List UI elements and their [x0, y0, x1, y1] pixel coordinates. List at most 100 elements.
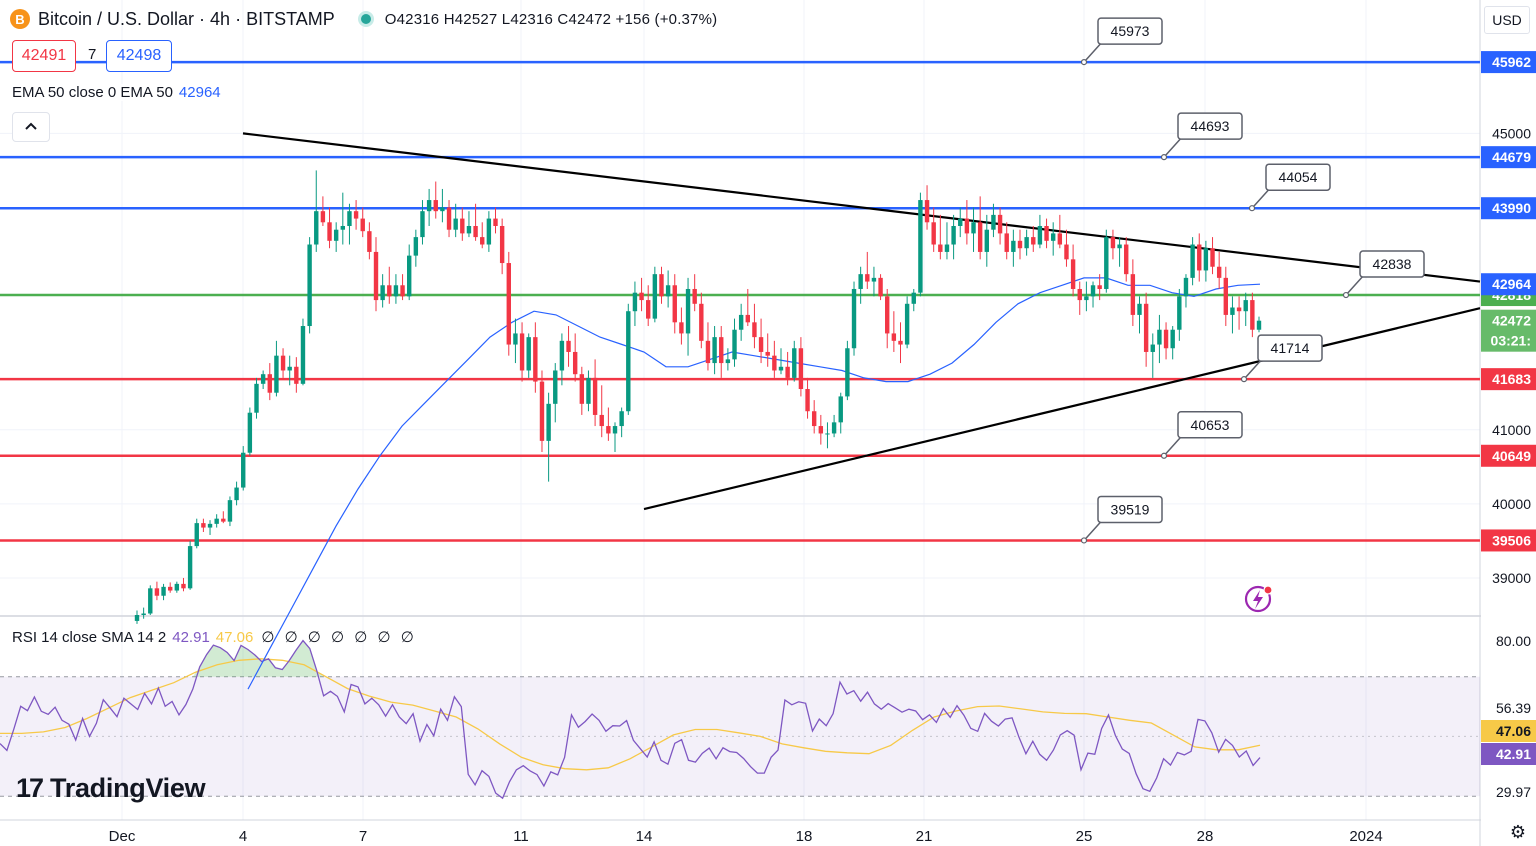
last-price-bg: [1481, 309, 1536, 352]
horizontal-levels[interactable]: [0, 60, 1480, 542]
candle-body: [333, 229, 339, 241]
symbol-header[interactable]: B Bitcoin / U.S. Dollar · 4h · BITSTAMP …: [10, 7, 717, 31]
ema-50-line: [247, 277, 1261, 690]
callout-box[interactable]: [1265, 163, 1331, 191]
callout-label: 39519: [1111, 501, 1150, 517]
level-price-badge: 41683: [1492, 371, 1531, 387]
ema-price-badge: 42964: [1492, 276, 1531, 292]
callout-box[interactable]: [1359, 250, 1425, 278]
level-callouts[interactable]: 45973 44693 44054 42838 41714 40653 39519: [1080, 17, 1425, 544]
candle-body: [493, 218, 498, 226]
callout-box[interactable]: [1097, 17, 1163, 45]
level-price-badge-bg: [1481, 444, 1536, 467]
candle-body: [785, 366, 790, 378]
callout-pointer: [1163, 435, 1192, 457]
candle-body: [260, 374, 266, 384]
level-price-badge-bg: [1481, 146, 1536, 169]
rsi-legend-label: RSI 14 close SMA 14 2: [12, 629, 167, 646]
candle-body: [154, 588, 160, 596]
bitcoin-coin-icon: B: [10, 9, 30, 29]
time-tick-label: 11: [513, 828, 529, 845]
candle-body: [964, 218, 970, 234]
candle-body: [1124, 244, 1129, 275]
time-tick-label: 21: [916, 828, 933, 845]
candle-body: [977, 222, 983, 252]
market-status-icon[interactable]: [360, 14, 371, 24]
tradingview-logo[interactable]: 17 TradingView: [16, 773, 206, 804]
rsi-legend[interactable]: RSI 14 close SMA 14 2 42.91 47.06 ∅ ∅ ∅ ∅ ∅…: [12, 628, 417, 646]
callout-box[interactable]: [1097, 495, 1163, 524]
rsi-sma-badge-bg: [1481, 720, 1536, 742]
candle-body: [506, 263, 511, 345]
callout-box[interactable]: [1177, 112, 1243, 140]
candle-body: [758, 337, 764, 352]
candle-body: [958, 218, 963, 226]
candle-body: [918, 200, 923, 293]
candle-body: [148, 588, 153, 614]
symbol-title[interactable]: Bitcoin / U.S. Dollar · 4h · BITSTAMP: [38, 8, 335, 29]
candle-body: [274, 355, 279, 393]
candle-body: [1024, 237, 1029, 249]
callout-box[interactable]: [1177, 411, 1243, 439]
candle-body: [280, 355, 286, 371]
time-axis[interactable]: Dec 4 7 11 14 18 21 25 28 2024: [109, 828, 1383, 845]
time-tick-label: 14: [636, 828, 653, 845]
spread-value: 7: [88, 46, 97, 63]
candle-body: [665, 285, 671, 297]
sell-price-button[interactable]: 42491: [12, 40, 76, 72]
candle-body: [340, 225, 346, 230]
candle-body: [1256, 320, 1262, 330]
candle-body: [526, 337, 531, 371]
currency-button[interactable]: USD: [1484, 6, 1530, 34]
time-tick-label: 18: [796, 828, 813, 845]
candle-body: [1064, 244, 1069, 260]
candle-body: [592, 377, 598, 415]
candle-body: [1170, 329, 1175, 349]
alert-icon[interactable]: [1244, 585, 1273, 613]
candle-body: [911, 292, 916, 304]
candle-body: [207, 523, 213, 528]
buy-price-button[interactable]: 42498: [106, 40, 172, 72]
collapse-legend-button[interactable]: [12, 112, 50, 142]
candle-body: [838, 396, 843, 423]
candle-body: [885, 296, 890, 334]
candle-body: [380, 285, 385, 301]
ema-legend[interactable]: EMA 50 close 0 EMA 50 42964: [12, 84, 221, 101]
callout-anchor: [1342, 291, 1350, 299]
price-tick-label: 39000: [1492, 570, 1531, 586]
trendline-resistance[interactable]: [242, 132, 1481, 283]
rsi-legend-extra: ∅ ∅ ∅ ∅ ∅ ∅ ∅: [261, 629, 417, 646]
candle-body: [227, 500, 233, 522]
trendlines[interactable]: [242, 132, 1481, 511]
time-tick-label: 28: [1197, 828, 1214, 845]
level-price-badge-bg: [1481, 51, 1536, 74]
price-axis[interactable]: 3900040000410004500045962446794399042818…: [1481, 0, 1536, 846]
callout-anchor: [1080, 58, 1088, 66]
price-tick-label: 40000: [1492, 496, 1531, 512]
callout-label: 42838: [1373, 256, 1412, 272]
candle-body: [632, 292, 638, 312]
candle-body: [1197, 244, 1202, 271]
tradingview-mark-icon: 17: [16, 773, 44, 803]
candle-body: [221, 518, 226, 522]
candle-body: [486, 218, 492, 245]
callout-box[interactable]: [1257, 334, 1323, 362]
level-price-badge: 43990: [1492, 200, 1531, 216]
candle-body: [1031, 237, 1036, 245]
candle-body: [778, 366, 784, 371]
callout-label: 40653: [1191, 417, 1230, 433]
settings-gear-icon[interactable]: ⚙: [1509, 822, 1527, 842]
candle-body: [685, 288, 691, 334]
candle-body: [712, 337, 717, 364]
candle-body: [287, 366, 292, 371]
rsi-panel[interactable]: [0, 639, 1480, 800]
candle-body: [971, 222, 976, 234]
callout-pointer: [1163, 136, 1192, 158]
rsi-overbought-fill: [0, 640, 1260, 677]
candle-body: [559, 340, 565, 371]
candle-body: [659, 274, 664, 297]
candle-body: [460, 218, 465, 234]
candle-body: [1243, 300, 1248, 312]
trendline-support[interactable]: [643, 307, 1481, 511]
